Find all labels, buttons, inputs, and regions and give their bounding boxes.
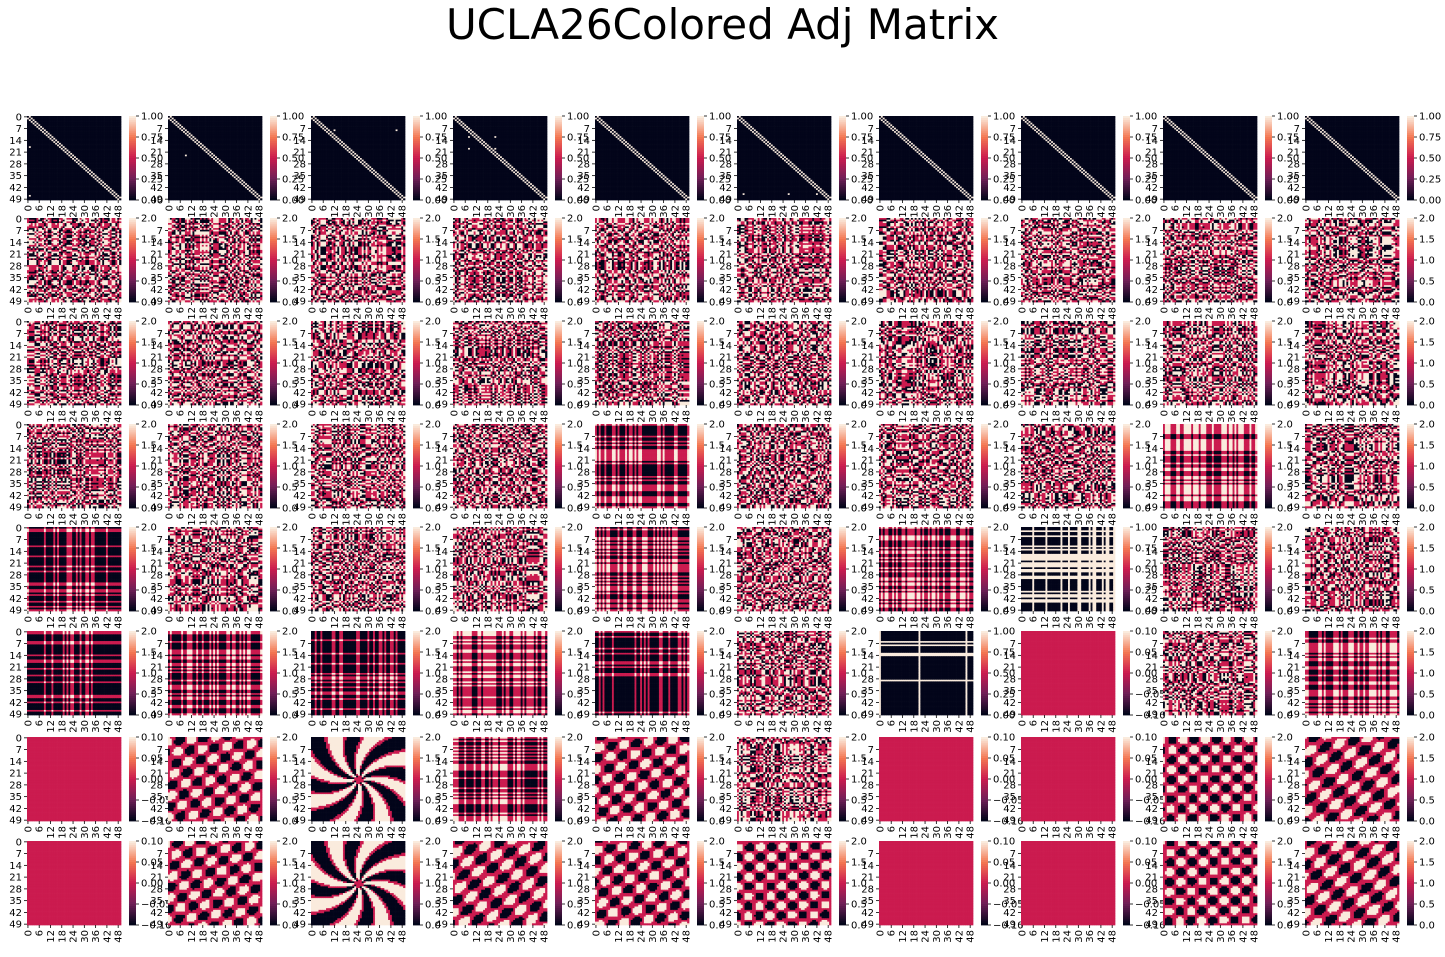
- y-tick-label: 42: [9, 183, 22, 194]
- y-tick-label: 35: [9, 171, 22, 182]
- heatmap-panel: 0 7 14 21 28 35 42 49 0 6 12 18 24 30 36 42 48 1.00 0.75 0.…: [0, 108, 164, 218]
- colorbar-segment: [129, 198, 136, 201]
- y-tick-label: 49: [9, 195, 22, 206]
- heatmap-cell: [119, 198, 121, 200]
- heatmap-panel: 7 14 21 28 35 42 49 0 6 12 18 24 30 36 42 48 1.00 0.75 0.5…: [141, 108, 305, 218]
- y-tick-label: 21: [9, 148, 22, 159]
- y-tick-label: 7: [16, 124, 22, 135]
- y-tick-label: 0: [16, 112, 22, 123]
- y-tick-label: 14: [9, 136, 22, 147]
- y-tick-label: 28: [9, 159, 22, 170]
